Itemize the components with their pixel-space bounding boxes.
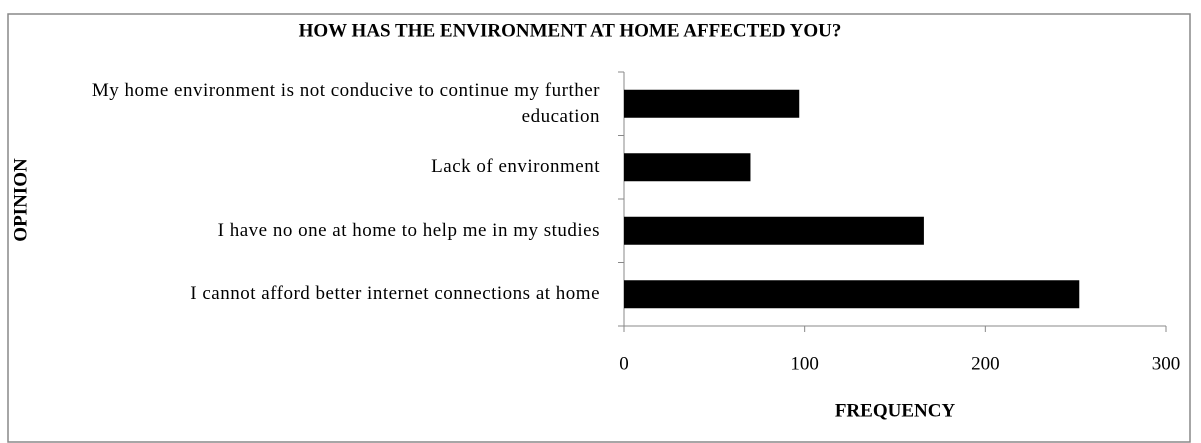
y-tick-label: I have no one at home to help me in my s… (217, 219, 600, 241)
y-tick-label: Lack of environment (431, 156, 600, 178)
y-tick-label: I cannot afford better internet connecti… (190, 283, 600, 305)
y-axis-title: OPINION (10, 158, 31, 242)
x-tick-label: 300 (1152, 353, 1181, 374)
bar (624, 216, 924, 245)
y-tick-label: My home environment is not conducive to … (91, 79, 600, 127)
x-axis-title: FREQUENCY (835, 400, 956, 421)
bar (624, 280, 1080, 309)
x-tick-label: 0 (619, 353, 629, 374)
x-tick-label: 200 (971, 353, 1000, 374)
bar (624, 89, 800, 118)
bar (624, 153, 751, 182)
x-tick-label: 100 (790, 353, 819, 374)
chart-border (7, 13, 1191, 443)
chart-title: HOW HAS THE ENVIRONMENT AT HOME AFFECTED… (299, 20, 842, 41)
